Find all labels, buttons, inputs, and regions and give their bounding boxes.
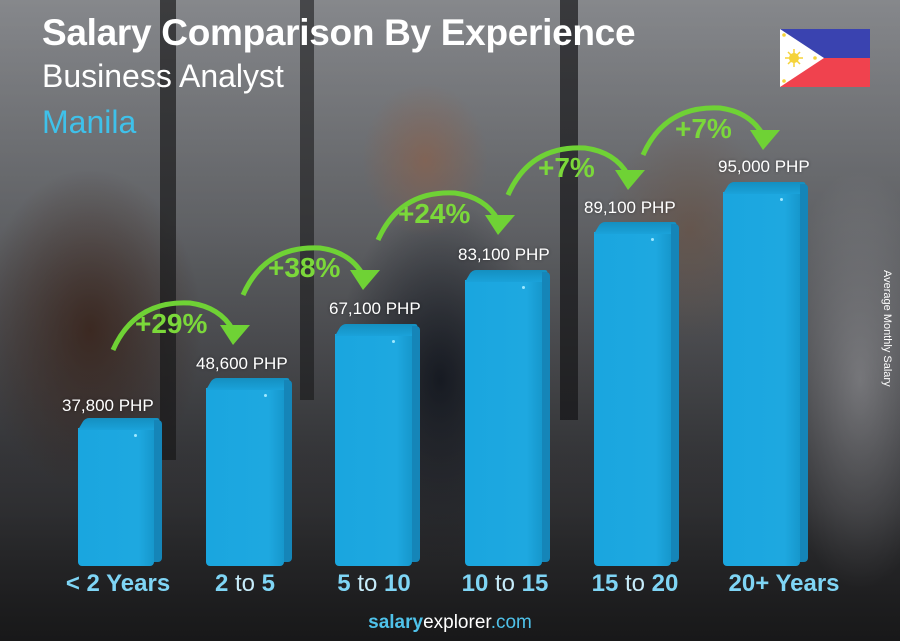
percent-change: +7%: [538, 152, 595, 183]
value-label: 37,800 PHP: [62, 396, 154, 415]
value-label: 89,100 PHP: [584, 198, 676, 217]
bar-2-to-5: [206, 380, 292, 566]
background-window-frame: [300, 0, 314, 400]
chart-title: Salary Comparison By Experience: [42, 12, 636, 53]
x-label-10-to-15: 10 to 15: [461, 570, 549, 597]
bar-lt-2-years: [78, 420, 162, 566]
x-label-20-plus-years: 20+ Years: [728, 570, 840, 597]
increase-arrow-icon: [505, 145, 645, 197]
value-label: 67,100 PHP: [329, 299, 421, 318]
value-label: 83,100 PHP: [458, 245, 550, 264]
value-label: 95,000 PHP: [718, 157, 810, 176]
background-window-frame: [160, 0, 176, 460]
increase-arrow-icon: [640, 105, 780, 157]
x-label-5-to-10: 5 to 10: [337, 570, 411, 597]
percent-change: +24%: [398, 198, 471, 229]
bar-20-plus-years: [723, 184, 808, 566]
increase-arrow-icon: [240, 245, 380, 297]
percent-change: +7%: [675, 113, 732, 144]
x-label-2-to-5: 2 to 5: [214, 570, 276, 597]
x-label-lt-2-years: < 2 Years: [65, 570, 171, 597]
x-label-15-to-20: 15 to 20: [591, 570, 679, 597]
job-title: Business Analyst: [42, 58, 284, 94]
bar-5-to-10: [335, 326, 420, 566]
background-window-frame: [560, 0, 578, 420]
increase-arrow-icon: [110, 300, 250, 352]
bar-10-to-15: [465, 272, 550, 566]
percent-change: +29%: [135, 308, 208, 339]
site-footer-link[interactable]: salaryexplorer.com: [368, 612, 532, 633]
percent-change: +38%: [268, 252, 341, 283]
increase-arrow-icon: [375, 190, 515, 242]
bar-15-to-20: [594, 224, 679, 566]
city-name: Manila: [42, 104, 137, 140]
philippines-flag-icon: [780, 29, 870, 87]
value-label: 48,600 PHP: [196, 354, 288, 373]
